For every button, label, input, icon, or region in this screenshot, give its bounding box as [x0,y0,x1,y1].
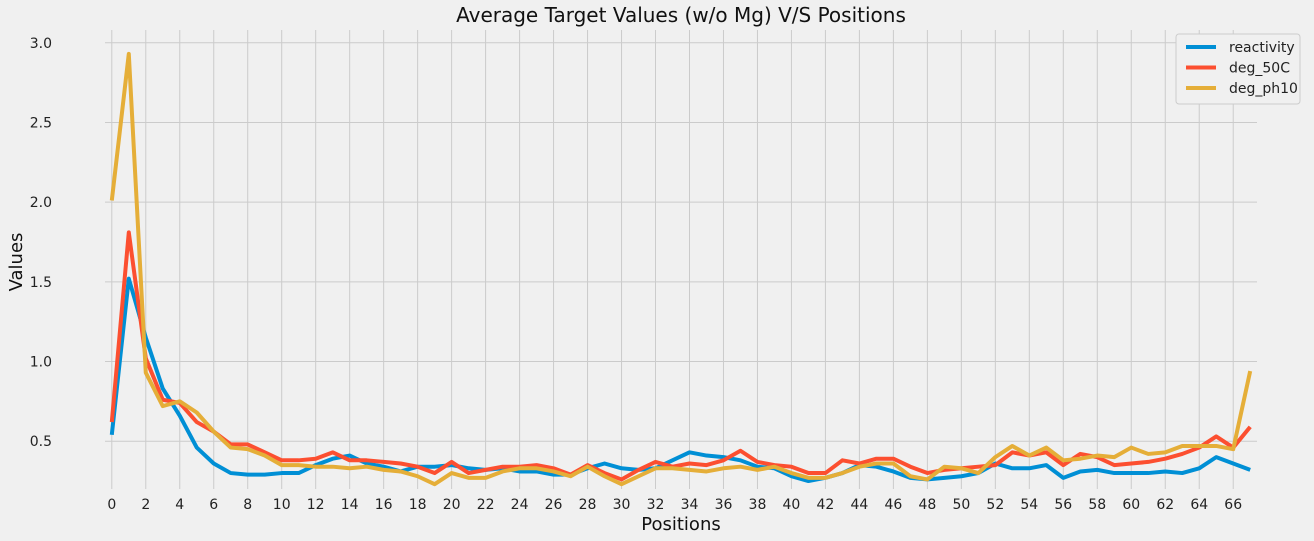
x-tick-label: 8 [243,497,252,513]
x-tick-label: 36 [715,497,733,513]
x-tick-label: 14 [341,497,359,513]
y-tick-label: 3.0 [30,36,52,52]
x-tick-label: 60 [1122,497,1140,513]
x-tick-label: 0 [107,497,116,513]
x-tick-label: 10 [273,497,291,513]
x-tick-label: 64 [1190,497,1208,513]
x-tick-label: 18 [409,497,427,513]
x-tick-label: 2 [141,497,150,513]
y-tick-label: 2.0 [30,195,52,211]
x-tick-label: 22 [477,497,495,513]
series-line-deg-50C [109,230,1252,482]
x-tick-label: 52 [986,497,1004,513]
x-tick-label: 56 [1054,497,1072,513]
series-line-reactivity [109,276,1251,484]
legend: reactivity deg_50C deg_ph10 [1175,33,1301,105]
x-tick-label: 40 [783,497,801,513]
x-tick-labels: 0 2 4 6 8 10 12 14 16 18 20 22 24 26 28 30 32 34 36 38 40 42 4… [107,497,1242,513]
x-tick-label: 16 [375,497,393,513]
y-tick-label: 1.0 [30,355,52,371]
x-tick-label: 58 [1088,497,1106,513]
y-axis-label: Values [6,233,27,292]
x-tick-label: 44 [850,497,868,513]
y-tick-labels: 0.5 1.0 1.5 2.0 2.5 3.0 [30,36,52,450]
x-axis-label: Positions [641,514,720,535]
x-tick-label: 28 [579,497,597,513]
x-tick-label: 38 [749,497,767,513]
x-tick-label: 32 [647,497,665,513]
x-tick-label: 66 [1224,497,1242,513]
series-line-deg-ph10 [109,51,1253,487]
x-tick-label: 26 [545,497,563,513]
x-tick-label: 48 [918,497,936,513]
x-tick-label: 4 [175,497,184,513]
x-tick-label: 6 [209,497,218,513]
grid [105,30,1257,489]
x-tick-label: 46 [884,497,902,513]
x-tick-label: 34 [681,497,699,513]
legend-label-deg-50C: deg_50C [1229,61,1290,77]
y-tick-label: 2.5 [30,115,52,131]
legend-label-reactivity: reactivity [1229,40,1295,56]
x-tick-label: 24 [511,497,529,513]
series-lines [109,51,1253,487]
x-tick-label: 50 [952,497,970,513]
x-tick-label: 20 [443,497,461,513]
x-tick-label: 12 [307,497,325,513]
legend-label-deg-ph10: deg_ph10 [1229,81,1298,97]
y-tick-label: 1.5 [30,275,52,291]
x-tick-label: 62 [1156,497,1174,513]
y-tick-label: 0.5 [30,434,52,450]
x-tick-label: 42 [817,497,835,513]
x-tick-label: 30 [613,497,631,513]
chart-title: Average Target Values (w/o Mg) V/S Posit… [456,3,906,27]
x-tick-label: 54 [1020,497,1038,513]
